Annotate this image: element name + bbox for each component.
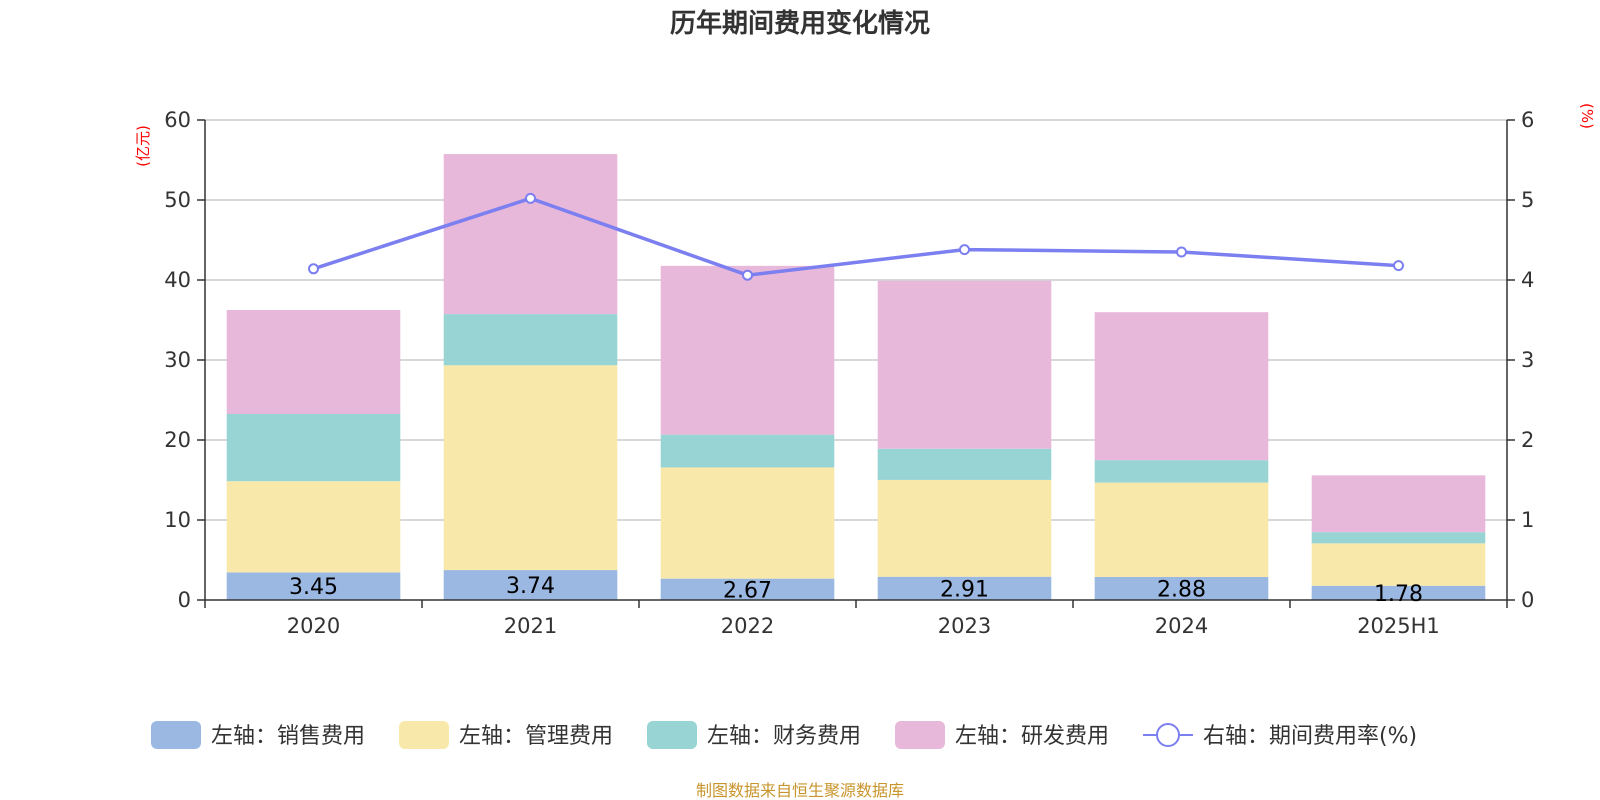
line-path	[312, 196, 1399, 277]
bar	[1094, 576, 1269, 600]
bar	[226, 310, 401, 414]
x-tick-label: 2025H1	[1357, 614, 1440, 638]
left-tick-label: 30	[164, 348, 191, 372]
bar	[443, 570, 618, 600]
legend-swatch	[399, 721, 449, 749]
bar	[1094, 312, 1269, 461]
data-label: 2.88	[1157, 577, 1206, 602]
legend-label: 左轴：管理费用	[459, 724, 613, 749]
bar	[877, 448, 1052, 480]
bar	[1094, 482, 1269, 577]
line-point	[959, 244, 970, 256]
right-tick-label: 0	[1521, 588, 1534, 612]
bar	[226, 414, 401, 482]
line-series	[308, 192, 1404, 281]
x-tick-label: 2023	[938, 614, 991, 638]
source-note: 制图数据来自恒生聚源数据库	[696, 781, 904, 800]
data-label: 3.74	[506, 574, 555, 599]
right-tick-label: 5	[1521, 188, 1534, 212]
bar-series	[226, 154, 1486, 600]
legend-label: 左轴：销售费用	[211, 724, 365, 749]
x-tick-label: 2020	[287, 614, 340, 638]
right-tick-label: 6	[1521, 108, 1534, 132]
bar	[443, 365, 618, 571]
axes: 0 10 20 30 40 50 60 0 1 2 3 4 5 6 2020 2021 2022 2023 2024…	[164, 108, 1534, 638]
right-tick-label: 2	[1521, 428, 1534, 452]
line-point	[1176, 246, 1187, 258]
bar	[877, 479, 1052, 577]
right-tick-label: 3	[1521, 348, 1534, 372]
left-tick-label: 50	[164, 188, 191, 212]
data-labels: 3.45 3.74 2.67 2.91 2.88 1.78	[289, 574, 1423, 607]
left-tick-label: 20	[164, 428, 191, 452]
legend-swatch	[151, 721, 201, 749]
bar	[226, 481, 401, 573]
legend-label: 左轴：研发费用	[955, 724, 1109, 749]
legend-label: 左轴：财务费用	[707, 724, 861, 749]
data-label: 2.67	[723, 578, 772, 603]
line-point	[308, 263, 319, 275]
right-axis-unit: (%)	[1578, 103, 1596, 129]
data-label: 3.45	[289, 575, 338, 600]
left-tick-label: 60	[164, 108, 191, 132]
legend: 左轴：销售费用 左轴：管理费用 左轴：财务费用 左轴：研发费用 右轴：期间费用率(%)	[151, 721, 1417, 749]
bar	[443, 154, 618, 315]
bar	[1311, 543, 1486, 586]
bar	[1311, 585, 1486, 600]
bar	[660, 265, 835, 435]
gridlines	[205, 119, 1507, 521]
bar	[1311, 475, 1486, 533]
line-point	[1393, 260, 1404, 272]
left-tick-label: 40	[164, 268, 191, 292]
x-tick-label: 2021	[504, 614, 557, 638]
left-tick-label: 0	[178, 588, 191, 612]
data-label: 2.91	[940, 577, 989, 602]
left-tick-label: 10	[164, 508, 191, 532]
x-tick-label: 2024	[1155, 614, 1208, 638]
x-tick-label: 2022	[721, 614, 774, 638]
bar	[1311, 532, 1486, 544]
bar	[877, 576, 1052, 600]
legend-swatch	[647, 721, 697, 749]
data-label: 1.78	[1374, 582, 1423, 607]
right-tick-label: 4	[1521, 268, 1534, 292]
bar	[660, 578, 835, 600]
legend-label: 右轴：期间费用率(%)	[1203, 724, 1417, 749]
left-axis-unit: (亿元)	[134, 125, 152, 167]
legend-swatch-marker	[1156, 723, 1180, 747]
line-point	[742, 269, 753, 281]
chart-title: 历年期间费用变化情况	[670, 8, 930, 39]
line-point	[525, 192, 536, 204]
bar	[226, 572, 401, 600]
bar	[660, 467, 835, 579]
bar	[877, 280, 1052, 449]
bar	[443, 314, 618, 366]
bar	[660, 434, 835, 468]
right-tick-label: 1	[1521, 508, 1534, 532]
bar	[1094, 460, 1269, 483]
legend-swatch	[895, 721, 945, 749]
